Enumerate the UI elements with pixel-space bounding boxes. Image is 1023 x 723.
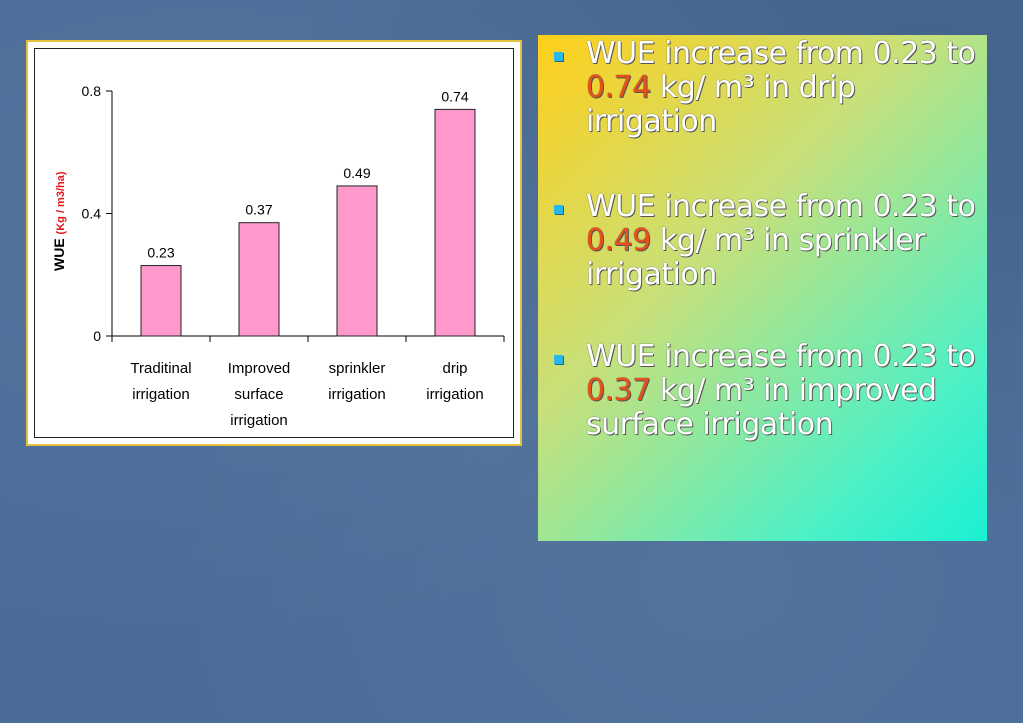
bullet-text: WUE increase from 0.23 to 0.49 kg/ m³ in…	[586, 189, 976, 292]
square-bullet-icon	[554, 52, 563, 61]
y-tick-label: 0.4	[82, 206, 102, 222]
bullet-text: WUE increase from 0.23 to 0.37 kg/ m³ in…	[586, 339, 976, 442]
chart-frame: 0 0.4 0.8 WUE (Kg / m3/ha) 0.23 Traditinal irr…	[26, 40, 522, 446]
category-label: sprinkler	[329, 360, 386, 377]
data-label: 0.23	[147, 245, 174, 261]
category-label: irrigation	[230, 412, 288, 429]
highlight-value: 0.74	[586, 70, 651, 105]
category-label: Improved	[228, 360, 291, 377]
data-label: 0.49	[343, 165, 370, 181]
bullet-text: WUE increase from 0.23 to 0.74 kg/ m³ in…	[586, 36, 976, 139]
highlight-value: 0.37	[586, 373, 651, 408]
data-label: 0.74	[441, 88, 468, 104]
bar-chart: 0 0.4 0.8 WUE (Kg / m3/ha) 0.23 Traditinal irr…	[51, 83, 505, 429]
data-label: 0.37	[245, 202, 272, 218]
category-label: drip	[442, 360, 467, 377]
bar	[434, 108, 476, 337]
category-label: irrigation	[426, 386, 484, 403]
chart-area: 0 0.4 0.8 WUE (Kg / m3/ha) 0.23 Traditinal irr…	[34, 48, 514, 438]
y-tick-label: 0	[93, 328, 101, 344]
highlight-value: 0.49	[586, 223, 651, 258]
bar	[140, 265, 182, 337]
square-bullet-icon	[554, 355, 563, 364]
bullet-panel: WUE increase from 0.23 to 0.74 kg/ m³ in…	[538, 35, 987, 541]
category-label: irrigation	[328, 386, 386, 403]
category-label: irrigation	[132, 386, 190, 403]
category-label: surface	[234, 386, 283, 403]
y-axis-label: WUE (Kg / m3/ha)	[51, 171, 67, 271]
category-label: Traditinal	[130, 360, 191, 377]
bar	[238, 222, 280, 337]
y-axis-unit: (Kg / m3/ha)	[55, 171, 67, 234]
bar	[336, 185, 378, 337]
y-tick-label: 0.8	[82, 83, 102, 99]
square-bullet-icon	[554, 205, 563, 214]
